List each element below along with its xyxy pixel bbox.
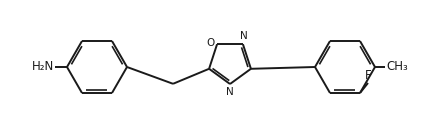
Text: CH₃: CH₃	[386, 60, 408, 74]
Text: N: N	[240, 31, 248, 41]
Text: H₂N: H₂N	[32, 60, 54, 74]
Text: O: O	[207, 38, 215, 48]
Text: F: F	[365, 69, 371, 82]
Text: N: N	[226, 87, 234, 97]
